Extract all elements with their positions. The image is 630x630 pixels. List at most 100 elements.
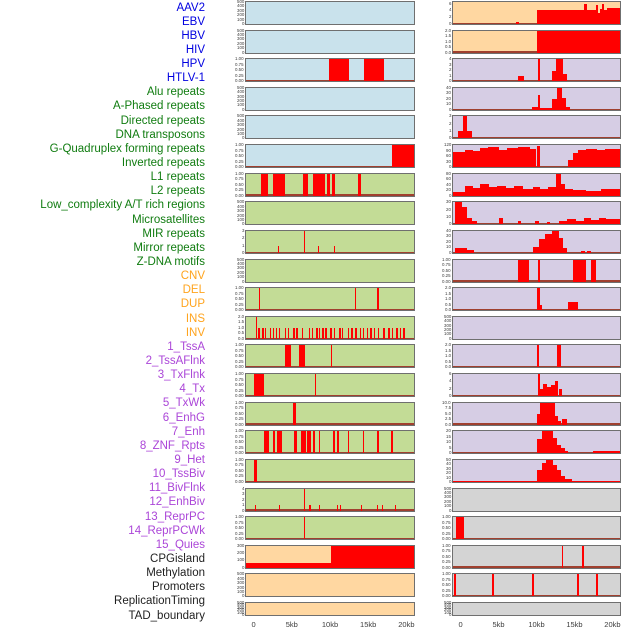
- signal-bar: [263, 431, 269, 454]
- track-row-9-het: 2.0 1.5 1.0 0.5 0.0: [422, 286, 621, 312]
- y-axis-hpv: 500 400 300 200 100 0: [215, 113, 245, 140]
- track-panel-del: [245, 573, 415, 598]
- track-label-dup: DUP: [180, 298, 205, 311]
- signal-bar: [284, 345, 291, 368]
- track-panel-ins: [452, 1, 621, 25]
- track-panel-5-txwk: [452, 172, 621, 197]
- y-tick-label: 300: [236, 36, 244, 42]
- track-panel-10-tssbiv: [452, 315, 621, 340]
- signal-bar: [378, 327, 380, 339]
- y-tick-label: 500: [443, 314, 451, 320]
- y-tick-label: 4: [448, 56, 451, 62]
- signal-bar: [351, 327, 353, 339]
- y-axis-14-reprpcwk: 20 15 10 5 0: [422, 429, 452, 455]
- signal-bar: [391, 431, 393, 454]
- y-tick-label: 500: [236, 113, 244, 119]
- y-tick-label: 300: [236, 265, 244, 271]
- signal-bar: [258, 288, 261, 311]
- signal-bar: [288, 327, 290, 339]
- signal-bar: [568, 159, 573, 168]
- track-label-mir-repeats: MIR repeats: [142, 227, 205, 240]
- y-tick-label: 6: [448, 371, 451, 377]
- y-tick-label: 0.0: [444, 49, 451, 55]
- track-label-1-tssa: 1_TssA: [167, 340, 205, 353]
- track-row-hpv: 500 400 300 200 100 0: [215, 113, 415, 140]
- signal-bar: [303, 517, 306, 540]
- track-label-inv: INV: [185, 326, 205, 339]
- signal-bar: [265, 327, 267, 339]
- y-tick-label: 0.75: [235, 176, 244, 182]
- y-tick-label: 3: [241, 228, 244, 234]
- signal-baseline: [453, 394, 620, 397]
- y-tick-label: 500: [236, 0, 244, 5]
- signal-baseline: [453, 308, 620, 311]
- y-tick-label: 0: [448, 192, 451, 198]
- y-tick-label: 10: [446, 439, 451, 445]
- y-axis-8-znf-rpts: 1.00 0.75 0.50 0.25 0.00: [422, 256, 452, 283]
- signal-bar: [584, 3, 587, 24]
- y-tick-label: 1: [448, 72, 451, 78]
- signal-bar: [354, 288, 357, 311]
- signal-bar: [532, 187, 541, 196]
- y-tick-label: 1.00: [235, 514, 244, 520]
- y-tick-label: 1.0: [444, 296, 451, 302]
- signal-bar: [560, 448, 565, 454]
- signal-bar: [313, 431, 316, 454]
- y-tick-label: 0.75: [235, 61, 244, 67]
- signal-bar: [522, 188, 533, 196]
- track-label-7-enh: 7_Enh: [171, 425, 205, 438]
- signal-bar: [506, 148, 519, 168]
- signal-bar: [377, 288, 379, 311]
- signal-bar: [465, 149, 473, 168]
- track-panel-mir-repeats: [245, 458, 415, 483]
- y-tick-label: 5.0: [444, 410, 451, 416]
- track-panel-aav2: [245, 1, 415, 25]
- track-row-a-phased-repeats: 500 400 300 200 100 0: [215, 200, 415, 226]
- track-label-aav2: AAV2: [176, 1, 205, 14]
- track-panel-hbv: [245, 58, 415, 83]
- y-tick-label: 20: [446, 187, 451, 193]
- signal-bar: [472, 150, 481, 168]
- y-tick-label: 10: [446, 101, 451, 107]
- y-tick-label: 1.00: [442, 543, 451, 548]
- signal-baseline: [453, 22, 620, 24]
- y-axis-a-phased-repeats: 500 400 300 200 100 0: [215, 200, 245, 226]
- y-tick-label: 100: [443, 503, 451, 509]
- track-label-cnv: CNV: [180, 270, 205, 283]
- y-tick-label: 30: [446, 158, 451, 164]
- track-row-13-reprpc: 10.0 7.5 5.0 2.5 0.0: [422, 400, 621, 427]
- signal-bar: [358, 173, 361, 196]
- signal-bar: [376, 505, 378, 511]
- y-axis-alu-repeats: 1.00 0.75 0.50 0.25 0.00: [215, 171, 245, 197]
- y-tick-label: 3: [448, 113, 451, 119]
- signal-bar: [255, 316, 258, 339]
- y-axis-low-complexity-a-t-rich-regions: 1.00 0.75 0.50 0.25 0.00: [215, 400, 245, 426]
- y-tick-label: 0.50: [235, 296, 244, 302]
- signal-bar: [552, 230, 560, 253]
- signal-bar: [269, 327, 272, 339]
- y-tick-label: 1.00: [442, 256, 451, 262]
- track-row-methylation: 1.00 0.75 0.50 0.25 0.00: [422, 515, 621, 541]
- signal-bar: [550, 385, 555, 397]
- track-label-13-reprpc: 13_ReprPC: [144, 510, 205, 523]
- y-tick-label: 1: [241, 242, 244, 248]
- y-axis-dna-transposons: 500 400 300 200 100 0: [215, 257, 245, 283]
- track-row-4-tx: 120 90 60 30 0: [422, 143, 621, 169]
- signal-bar: [554, 380, 559, 397]
- track-row-hiv: 500 400 300 200 100 0: [215, 85, 415, 112]
- track-label-methylation: Methylation: [146, 567, 205, 580]
- signal-bar: [556, 444, 561, 454]
- signal-bar: [330, 545, 414, 568]
- signal-bar: [556, 87, 563, 110]
- track-label-mirror-repeats: Mirror repeats: [133, 241, 205, 254]
- y-tick-label: 6: [448, 0, 451, 6]
- y-tick-label: 2: [448, 14, 451, 20]
- signal-bar: [347, 327, 349, 339]
- y-tick-label: 0.75: [235, 376, 244, 382]
- signal-bar: [562, 97, 567, 110]
- y-tick-label: 1.00: [235, 371, 244, 377]
